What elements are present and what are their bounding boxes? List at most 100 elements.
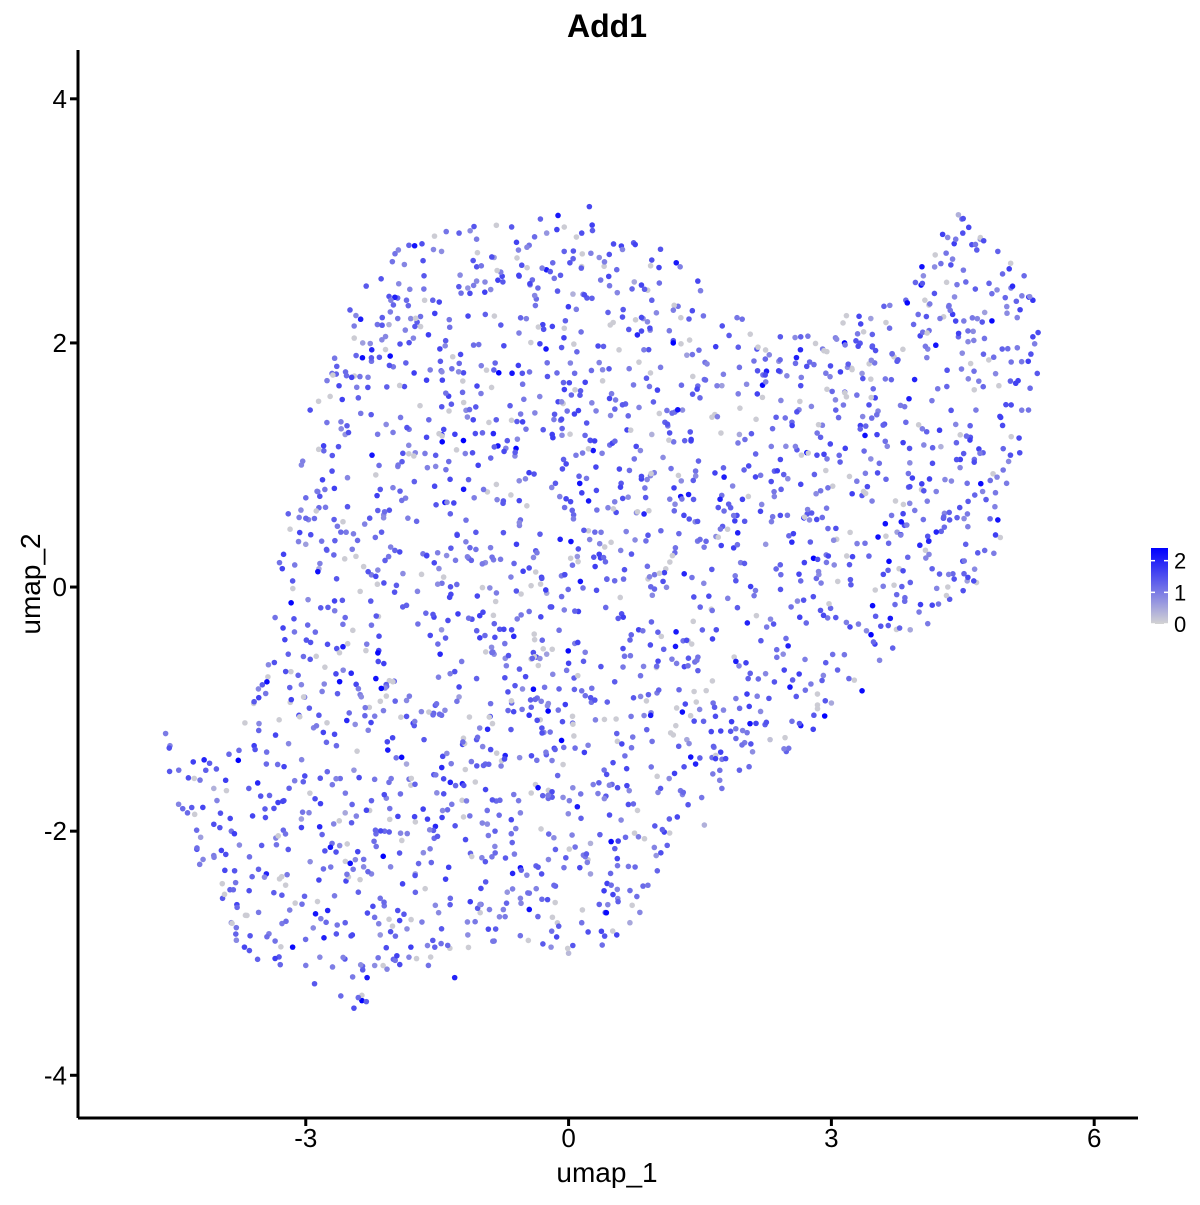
data-point — [329, 468, 335, 474]
data-point — [554, 370, 560, 376]
data-point — [710, 700, 716, 706]
data-point — [301, 893, 308, 900]
data-point — [427, 954, 434, 960]
data-point — [276, 717, 282, 723]
data-point — [710, 771, 716, 777]
data-point — [324, 419, 330, 426]
data-point — [655, 687, 662, 693]
data-point — [404, 830, 411, 837]
data-point — [606, 251, 613, 258]
data-point — [526, 608, 532, 615]
data-point — [606, 366, 612, 372]
data-point — [938, 260, 944, 267]
data-point — [741, 560, 748, 567]
data-point — [271, 889, 277, 896]
data-point — [386, 321, 392, 328]
data-point — [475, 341, 482, 348]
data-point — [540, 426, 546, 433]
data-point — [712, 343, 719, 350]
data-point — [307, 639, 314, 646]
data-point — [617, 594, 624, 601]
data-point — [980, 237, 987, 244]
data-point — [670, 307, 677, 313]
data-point — [478, 390, 484, 397]
data-point — [191, 775, 198, 782]
data-point — [807, 539, 814, 545]
data-point — [770, 621, 777, 627]
data-point — [539, 637, 546, 643]
data-point — [800, 597, 807, 603]
data-point — [559, 718, 566, 725]
data-point — [315, 398, 322, 405]
data-point — [862, 490, 869, 497]
data-point — [447, 584, 454, 590]
data-point — [734, 530, 741, 536]
data-point — [573, 234, 580, 240]
data-point — [719, 382, 725, 389]
data-point — [279, 892, 285, 898]
data-point — [589, 222, 595, 228]
data-point — [906, 500, 913, 507]
data-point — [651, 571, 658, 578]
data-point — [868, 631, 874, 638]
data-point — [357, 962, 364, 968]
data-point — [528, 790, 534, 796]
data-point — [992, 370, 999, 377]
data-point — [933, 342, 939, 349]
data-point — [556, 686, 562, 692]
data-point — [601, 767, 607, 773]
data-point — [537, 531, 543, 537]
data-point — [558, 416, 565, 423]
data-point — [781, 746, 787, 752]
data-point — [578, 919, 585, 926]
data-point — [748, 741, 754, 747]
data-point — [687, 754, 694, 760]
data-point — [792, 334, 798, 341]
data-point — [869, 343, 876, 349]
data-point — [906, 445, 913, 452]
data-point — [329, 781, 336, 788]
data-point — [678, 478, 685, 484]
data-point — [368, 622, 375, 628]
data-point — [661, 569, 668, 576]
data-point — [793, 354, 800, 361]
data-point — [883, 533, 889, 539]
data-point — [649, 592, 656, 599]
data-point — [900, 510, 906, 517]
data-point — [581, 292, 588, 298]
data-point — [467, 813, 473, 819]
data-point — [886, 325, 893, 331]
data-point — [754, 367, 761, 374]
data-point — [995, 248, 1001, 255]
data-point — [357, 316, 364, 323]
data-point — [336, 649, 343, 656]
data-point — [413, 955, 420, 962]
data-point — [575, 672, 581, 679]
data-point — [522, 476, 529, 482]
data-point — [766, 695, 772, 702]
data-point — [456, 360, 463, 367]
data-point — [439, 377, 446, 383]
data-point — [912, 279, 919, 286]
data-point — [1004, 345, 1011, 352]
data-point — [697, 755, 703, 761]
data-point — [955, 211, 962, 218]
data-point — [716, 777, 723, 784]
data-point — [768, 443, 775, 450]
data-point — [922, 547, 929, 554]
data-point — [302, 936, 309, 943]
data-point — [568, 538, 574, 545]
data-point — [777, 333, 784, 340]
data-point — [712, 470, 718, 476]
data-point — [621, 566, 628, 573]
data-point — [771, 679, 778, 685]
data-point — [824, 386, 830, 393]
data-point — [618, 817, 624, 823]
data-point — [729, 483, 736, 489]
data-point — [672, 545, 679, 551]
data-point — [492, 634, 498, 641]
data-point — [530, 649, 537, 656]
data-point — [561, 248, 567, 255]
data-point — [331, 607, 338, 614]
data-point — [758, 637, 764, 644]
